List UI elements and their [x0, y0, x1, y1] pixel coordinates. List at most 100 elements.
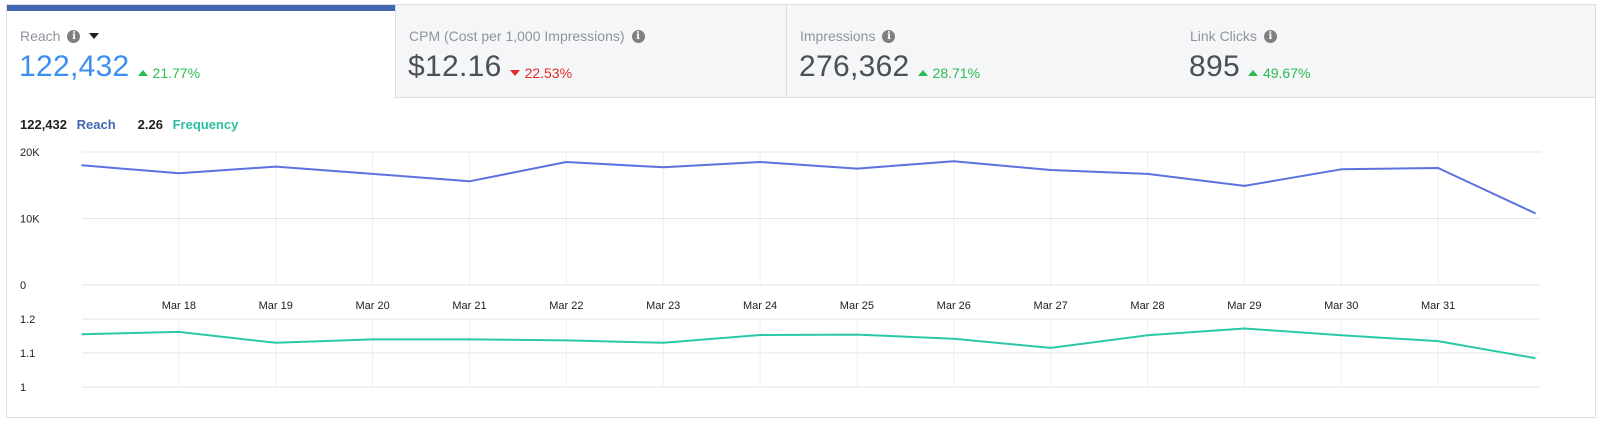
tab-metric: 895 49.67%	[1189, 50, 1310, 84]
link-clicks-value: 895	[1189, 50, 1240, 83]
tab-label: Impressions i	[800, 28, 896, 44]
reach-data-point	[1049, 169, 1052, 171]
x-tick-label: Mar 19	[259, 300, 293, 312]
impressions-delta: 28.71%	[917, 65, 981, 81]
tab-label: Link Clicks i	[1190, 28, 1277, 44]
frequency-data-point	[1340, 334, 1343, 337]
info-icon[interactable]: i	[1263, 29, 1277, 43]
reach-data-point	[953, 160, 955, 163]
reach-data-point	[1340, 168, 1343, 171]
triangle-down-icon	[509, 70, 520, 76]
reach-chart-panel: Reach i 122,432 21.77% CPM (Cost per 1,0…	[6, 4, 1596, 418]
reach-data-point	[1243, 185, 1246, 187]
reach-data-point	[178, 172, 180, 175]
reach-data-point	[856, 167, 858, 170]
tab-label: Reach i	[20, 28, 100, 44]
x-tick-label: Mar 31	[1421, 300, 1455, 312]
frequency-data-point	[953, 337, 955, 340]
frequency-data-point	[1437, 340, 1439, 342]
reach-data-point	[81, 164, 83, 167]
frequency-data-point	[662, 342, 664, 344]
tab-reach-label: Reach	[20, 28, 61, 44]
impressions-delta-text: 28.71%	[932, 65, 981, 81]
reach-data-point	[565, 161, 568, 163]
reach-y-tick-label: 0	[20, 280, 26, 292]
frequency-y-tick-label: 1	[20, 382, 26, 394]
cpm-delta: 22.53%	[509, 65, 573, 81]
link-clicks-delta-text: 49.67%	[1262, 65, 1311, 81]
frequency-data-point	[81, 333, 83, 336]
frequency-data-point	[178, 331, 180, 333]
frequency-data-point	[856, 333, 858, 336]
reach-data-point	[468, 180, 471, 183]
chart-legend: 122,432 Reach 2.26 Frequency	[20, 117, 238, 132]
tab-label: CPM (Cost per 1,000 Impressions) i	[409, 28, 645, 44]
frequency-series-line	[81, 327, 1536, 360]
reach-data-point	[1437, 167, 1439, 169]
active-tab-indicator	[7, 5, 395, 11]
frequency-data-point	[565, 339, 568, 342]
x-tick-label: Mar 30	[1324, 300, 1358, 312]
line-charts: 20K 10K 0 1.2 1.1 1 Mar 18 Mar 19 Mar 20 Mar 21 Ma…	[20, 147, 1541, 394]
reach-series-line	[81, 160, 1536, 215]
legend-frequency-value: 2.26	[137, 117, 163, 132]
legend-reach: 122,432 Reach	[20, 117, 116, 132]
metric-tabs: Reach i 122,432 21.77% CPM (Cost per 1,0…	[7, 5, 1595, 98]
frequency-data-point	[371, 338, 374, 341]
link-clicks-delta: 49.67%	[1247, 65, 1311, 81]
triangle-up-icon	[1247, 70, 1258, 76]
frequency-data-point	[759, 334, 761, 336]
legend-frequency: 2.26 Frequency	[138, 117, 239, 132]
info-icon[interactable]: i	[67, 29, 81, 43]
frequency-y-tick-label: 1.2	[20, 314, 35, 326]
impressions-value: 276,362	[799, 50, 910, 83]
tab-cpm[interactable]: CPM (Cost per 1,000 Impressions) i $12.1…	[396, 5, 787, 98]
frequency-data-point	[468, 338, 471, 341]
info-icon[interactable]: i	[882, 29, 896, 43]
x-tick-label: Mar 22	[549, 300, 583, 312]
frequency-data-point	[1534, 357, 1536, 359]
info-icon[interactable]: i	[631, 29, 645, 43]
frequency-y-tick-label: 1.1	[20, 348, 35, 360]
tab-link-clicks[interactable]: Link Clicks i 895 49.67%	[1177, 5, 1595, 98]
frequency-data-point	[1243, 327, 1246, 330]
tab-metric: $12.16 22.53%	[408, 50, 572, 84]
reach-delta: 21.77%	[137, 65, 201, 81]
x-tick-label: Mar 24	[743, 300, 777, 312]
reach-delta-text: 21.77%	[152, 65, 201, 81]
triangle-up-icon	[137, 70, 148, 76]
frequency-data-point	[1049, 347, 1052, 349]
reach-y-tick-label: 20K	[20, 147, 40, 159]
tab-reach[interactable]: Reach i 122,432 21.77%	[7, 5, 396, 98]
tab-metric: 122,432 21.77%	[19, 50, 200, 84]
reach-data-point	[274, 165, 277, 168]
x-tick-label: Mar 21	[452, 300, 486, 312]
tab-link-clicks-label: Link Clicks	[1190, 28, 1257, 44]
x-tick-label: Mar 26	[937, 300, 971, 312]
legend-reach-value: 122,432	[20, 117, 67, 132]
reach-data-point	[1146, 173, 1149, 175]
reach-data-point	[371, 173, 374, 175]
x-tick-label: Mar 29	[1227, 300, 1261, 312]
legend-reach-label: Reach	[76, 117, 116, 132]
tab-cpm-label: CPM (Cost per 1,000 Impressions)	[409, 28, 625, 44]
reach-value: 122,432	[19, 50, 130, 83]
x-tick-label: Mar 18	[162, 300, 196, 312]
cpm-delta-text: 22.53%	[524, 65, 573, 81]
tab-impressions[interactable]: Impressions i 276,362 28.71%	[787, 5, 1177, 98]
x-tick-label: Mar 25	[840, 300, 874, 312]
triangle-up-icon	[917, 70, 928, 76]
reach-data-point	[759, 161, 761, 163]
x-tick-label: Mar 28	[1130, 300, 1164, 312]
reach-y-tick-label: 10K	[20, 214, 40, 226]
caret-down-icon[interactable]	[89, 33, 100, 39]
x-tick-label: Mar 20	[355, 300, 389, 312]
frequency-data-point	[1146, 334, 1149, 337]
reach-data-point	[1534, 212, 1536, 214]
x-tick-label: Mar 27	[1034, 300, 1068, 312]
cpm-value: $12.16	[408, 50, 502, 83]
reach-data-point	[662, 166, 664, 169]
tab-impressions-label: Impressions	[800, 28, 876, 44]
legend-frequency-label: Frequency	[172, 117, 239, 132]
frequency-data-point	[274, 342, 277, 344]
